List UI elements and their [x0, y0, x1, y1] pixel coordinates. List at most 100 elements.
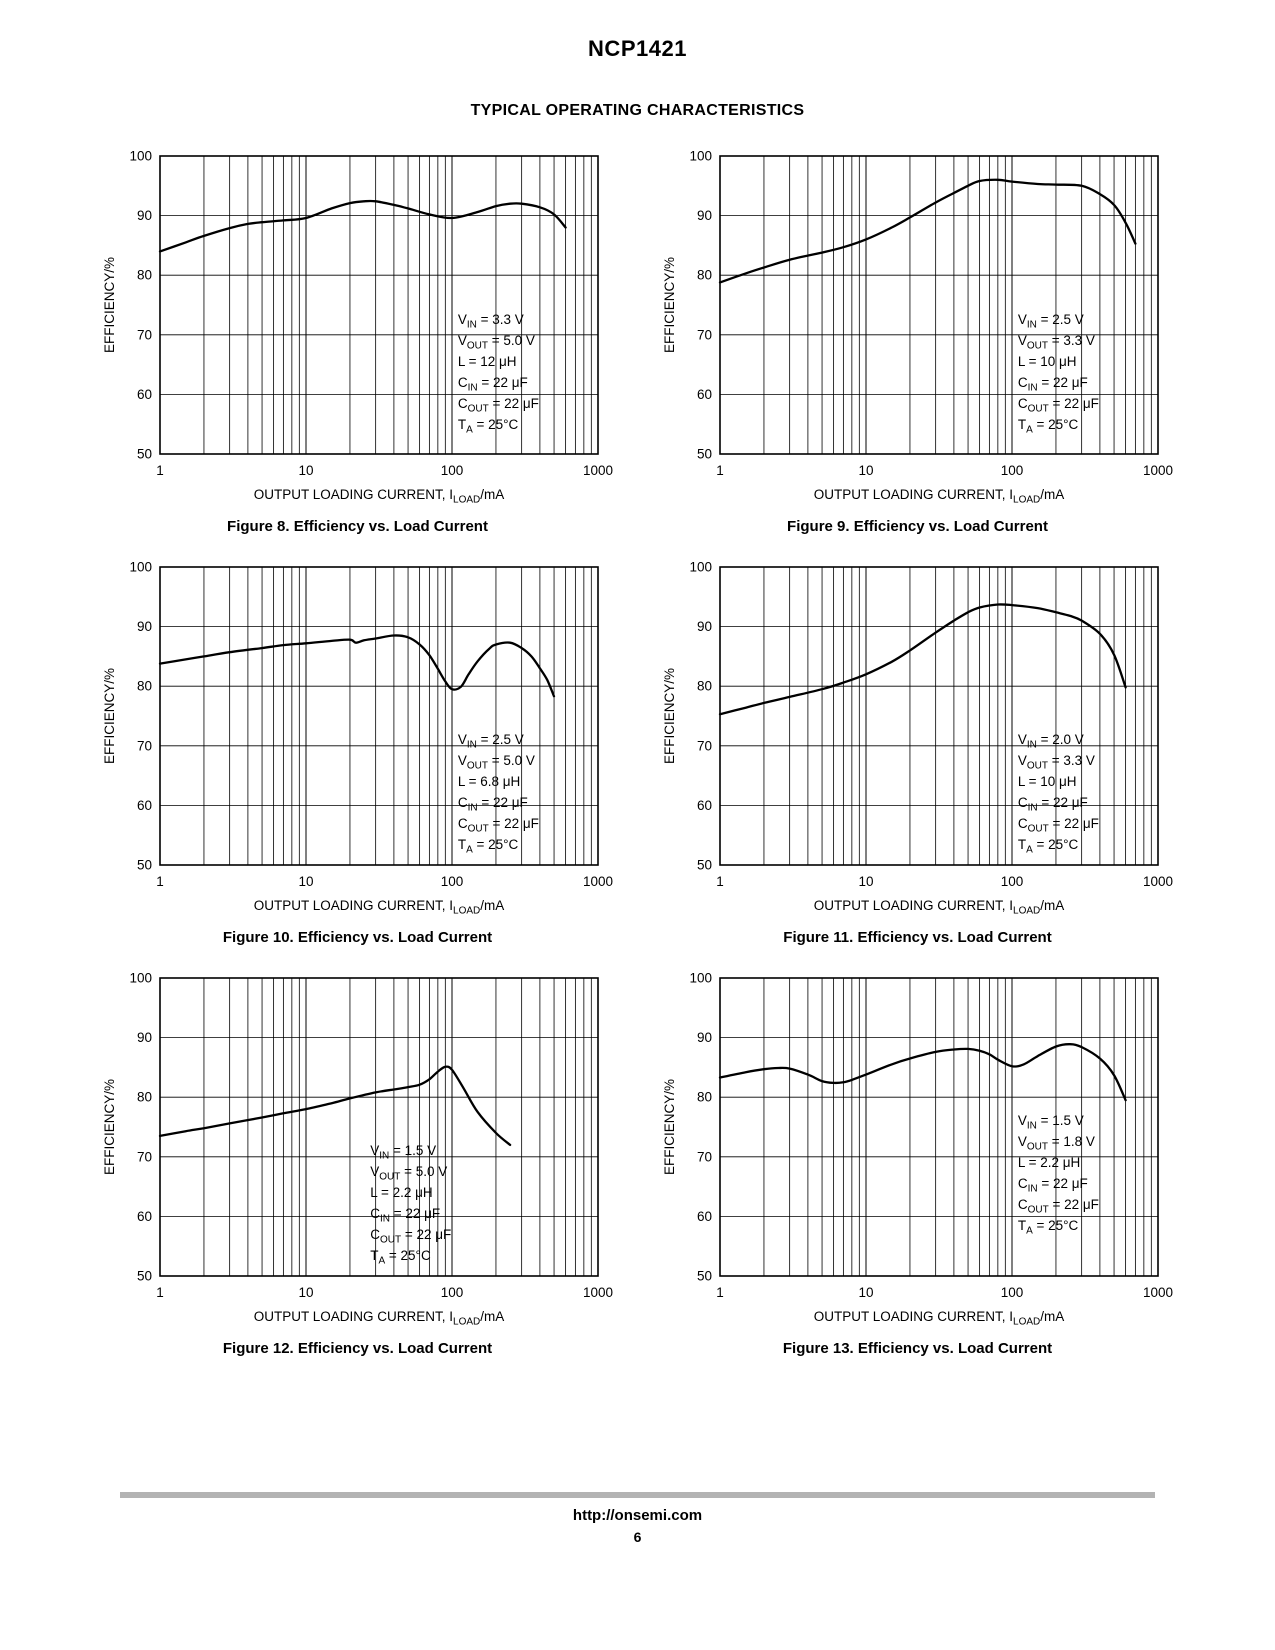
section-title: TYPICAL OPERATING CHARACTERISTICS [470, 102, 805, 119]
svg-text:COUT = 22 μF: COUT = 22 μF [1017, 1197, 1098, 1216]
svg-text:VOUT = 1.8 V: VOUT = 1.8 V [1017, 1134, 1094, 1153]
svg-text:EFFICIENCY/%: EFFICIENCY/% [662, 257, 677, 353]
figure-caption: Figure 11. Efficiency vs. Load Current [783, 929, 1052, 946]
svg-text:OUTPUT LOADING CURRENT, ILOAD/: OUTPUT LOADING CURRENT, ILOAD/mA [253, 898, 504, 917]
charts-grid: 50 60 70 80 90 100 1 10 100 1000 OUTPUT LOADING CU… [98, 142, 1178, 1375]
svg-text:60: 60 [696, 387, 711, 402]
svg-text:100: 100 [689, 560, 712, 575]
figure-caption: Figure 12. Efficiency vs. Load Current [222, 1340, 493, 1357]
svg-text:1: 1 [156, 1285, 164, 1300]
svg-text:60: 60 [136, 1209, 151, 1224]
svg-text:L = 10 μH: L = 10 μH [1017, 354, 1076, 369]
svg-text:10: 10 [858, 1285, 873, 1300]
svg-text:10: 10 [298, 874, 313, 889]
svg-text:70: 70 [696, 738, 711, 753]
svg-text:CIN = 22 μF: CIN = 22 μF [457, 375, 527, 394]
svg-text:80: 80 [696, 1090, 711, 1105]
svg-text:1000: 1000 [1142, 874, 1172, 889]
svg-text:80: 80 [136, 1090, 151, 1105]
svg-text:70: 70 [136, 738, 151, 753]
svg-text:100: 100 [440, 1285, 463, 1300]
svg-text:1000: 1000 [1142, 1285, 1172, 1300]
svg-text:COUT = 22 μF: COUT = 22 μF [1017, 396, 1098, 415]
svg-text:100: 100 [129, 149, 152, 164]
onsemi-link[interactable]: http://onsemi.com [572, 1507, 703, 1524]
svg-text:80: 80 [696, 268, 711, 283]
svg-text:EFFICIENCY/%: EFFICIENCY/% [662, 1079, 677, 1175]
svg-text:VIN = 1.5 V: VIN = 1.5 V [1017, 1113, 1083, 1132]
page-number: 6 [633, 1529, 642, 1545]
svg-text:OUTPUT LOADING CURRENT, ILOAD/: OUTPUT LOADING CURRENT, ILOAD/mA [813, 487, 1064, 506]
svg-text:70: 70 [696, 1149, 711, 1164]
svg-text:OUTPUT LOADING CURRENT, ILOAD/: OUTPUT LOADING CURRENT, ILOAD/mA [813, 1309, 1064, 1328]
svg-text:TA = 25°C: TA = 25°C [457, 417, 518, 436]
figure-10: 50 60 70 80 90 100 1 10 100 1000 OUTPUT LOADING CU… [98, 553, 618, 964]
svg-text:1: 1 [716, 463, 724, 478]
svg-text:50: 50 [136, 858, 151, 873]
svg-text:VIN = 3.3 V: VIN = 3.3 V [457, 312, 523, 331]
svg-text:100: 100 [440, 874, 463, 889]
svg-text:10: 10 [298, 1285, 313, 1300]
svg-text:60: 60 [136, 798, 151, 813]
svg-text:70: 70 [696, 327, 711, 342]
svg-text:100: 100 [1000, 463, 1023, 478]
svg-text:50: 50 [696, 858, 711, 873]
svg-text:1: 1 [156, 874, 164, 889]
figure-caption: Figure 9. Efficiency vs. Load Current [787, 518, 1048, 535]
svg-text:90: 90 [696, 1030, 711, 1045]
svg-text:COUT = 22 μF: COUT = 22 μF [1017, 816, 1098, 835]
svg-text:VOUT = 5.0 V: VOUT = 5.0 V [457, 753, 534, 772]
svg-text:L = 2.2 μH: L = 2.2 μH [370, 1185, 432, 1200]
svg-text:1: 1 [716, 874, 724, 889]
svg-text:VIN = 2.5 V: VIN = 2.5 V [457, 732, 523, 751]
svg-text:10: 10 [858, 874, 873, 889]
svg-text:100: 100 [129, 971, 152, 986]
figure-8: 50 60 70 80 90 100 1 10 100 1000 OUTPUT LOADING CU… [98, 142, 618, 553]
svg-text:90: 90 [696, 208, 711, 223]
svg-text:L = 10 μH: L = 10 μH [1017, 774, 1076, 789]
svg-text:70: 70 [136, 1149, 151, 1164]
svg-text:VOUT = 3.3 V: VOUT = 3.3 V [1017, 753, 1094, 772]
svg-text:100: 100 [1000, 1285, 1023, 1300]
svg-text:VOUT = 5.0 V: VOUT = 5.0 V [457, 333, 534, 352]
svg-text:100: 100 [1000, 874, 1023, 889]
svg-text:60: 60 [696, 798, 711, 813]
svg-text:100: 100 [440, 463, 463, 478]
svg-text:VIN = 1.5 V: VIN = 1.5 V [370, 1143, 436, 1162]
svg-text:90: 90 [136, 1030, 151, 1045]
svg-text:60: 60 [696, 1209, 711, 1224]
svg-text:1000: 1000 [582, 874, 612, 889]
svg-text:60: 60 [136, 387, 151, 402]
svg-text:L = 2.2 μH: L = 2.2 μH [1017, 1155, 1079, 1170]
page-footer: http://onsemi.com 6 [0, 1492, 1275, 1545]
page-title: NCP1421 [588, 36, 687, 61]
svg-text:1000: 1000 [582, 1285, 612, 1300]
svg-text:CIN = 22 μF: CIN = 22 μF [1017, 795, 1087, 814]
svg-text:VIN = 2.0 V: VIN = 2.0 V [1017, 732, 1083, 751]
svg-text:10: 10 [858, 463, 873, 478]
figure-caption: Figure 10. Efficiency vs. Load Current [222, 929, 493, 946]
svg-text:80: 80 [696, 679, 711, 694]
svg-text:CIN = 22 μF: CIN = 22 μF [457, 795, 527, 814]
svg-text:COUT = 22 μF: COUT = 22 μF [370, 1227, 451, 1246]
svg-text:1000: 1000 [582, 463, 612, 478]
svg-text:OUTPUT LOADING CURRENT, ILOAD/: OUTPUT LOADING CURRENT, ILOAD/mA [253, 487, 504, 506]
svg-text:TA = 25°C: TA = 25°C [1017, 417, 1078, 436]
svg-text:90: 90 [136, 619, 151, 634]
svg-text:90: 90 [136, 208, 151, 223]
svg-text:50: 50 [696, 1269, 711, 1284]
svg-text:VOUT = 5.0 V: VOUT = 5.0 V [370, 1164, 447, 1183]
svg-text:TA = 25°C: TA = 25°C [1017, 1218, 1078, 1237]
svg-text:100: 100 [689, 971, 712, 986]
svg-text:1: 1 [716, 1285, 724, 1300]
figure-12: 50 60 70 80 90 100 1 10 100 1000 OUTPUT LOADING CU… [98, 964, 618, 1375]
footer-divider [120, 1492, 1155, 1498]
svg-text:1000: 1000 [1142, 463, 1172, 478]
figure-9: 50 60 70 80 90 100 1 10 100 1000 OUTPUT LOADING CU… [658, 142, 1178, 553]
figure-caption: Figure 8. Efficiency vs. Load Current [227, 518, 488, 535]
